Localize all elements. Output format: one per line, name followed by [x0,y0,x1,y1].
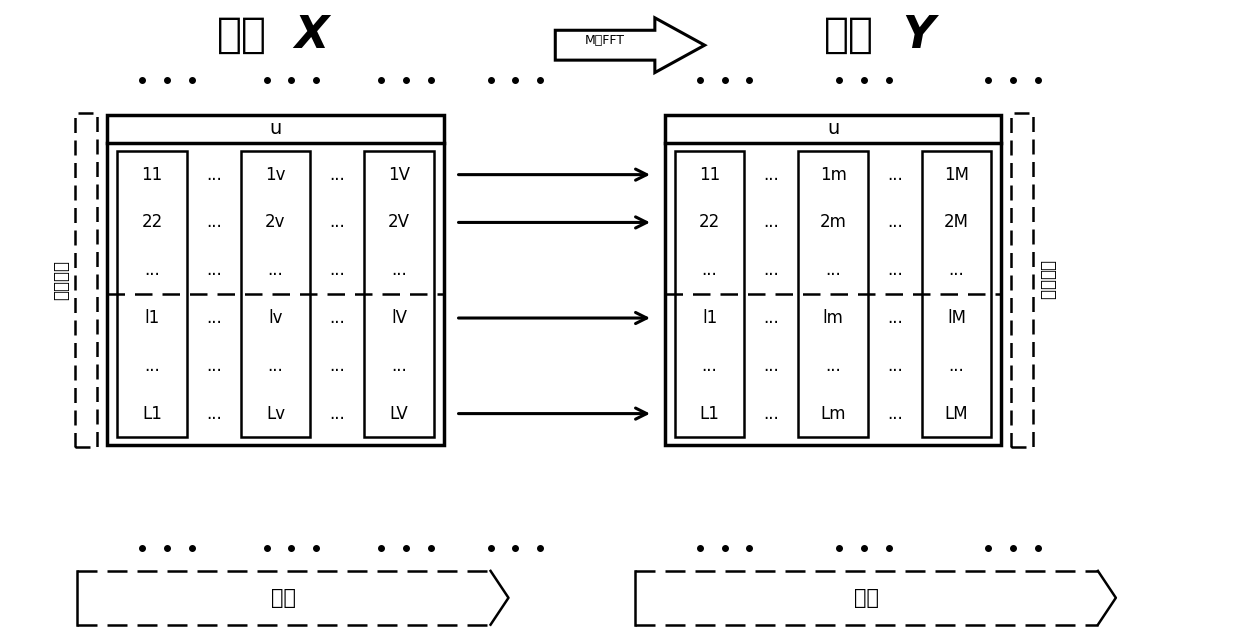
Text: ...: ... [949,261,965,279]
Text: 11: 11 [699,166,720,184]
Text: ...: ... [330,309,345,327]
Text: ...: ... [764,261,779,279]
Text: lm: lm [822,309,843,327]
Bar [117,151,187,437]
Text: ...: ... [825,357,841,375]
Text: ...: ... [702,261,718,279]
Text: 2M: 2M [944,213,968,231]
Text: ...: ... [391,261,407,279]
Text: u: u [827,119,839,138]
Text: Lm: Lm [821,404,846,422]
Polygon shape [556,18,704,73]
Text: 时间: 时间 [272,588,296,608]
Bar [241,151,310,437]
Text: ...: ... [206,166,222,184]
Text: l1: l1 [702,309,717,327]
Text: ...: ... [887,309,903,327]
Text: 1M: 1M [944,166,968,184]
Text: 1V: 1V [388,166,410,184]
Text: ...: ... [330,166,345,184]
Text: ...: ... [206,357,222,375]
Text: ...: ... [702,357,718,375]
Bar [107,115,444,446]
Text: lM: lM [947,309,966,327]
Text: X: X [294,14,329,57]
Text: ...: ... [764,166,779,184]
Text: ...: ... [144,357,160,375]
Text: 频率: 频率 [854,588,879,608]
Text: 1v: 1v [265,166,285,184]
Text: 伪码相位: 伪码相位 [1038,260,1056,300]
Text: LM: LM [945,404,968,422]
Text: l1: l1 [144,309,160,327]
Text: ...: ... [144,261,160,279]
Text: 2m: 2m [820,213,847,231]
Bar [76,113,97,448]
Bar [799,151,868,437]
Text: 矩阵: 矩阵 [825,14,874,56]
Text: ...: ... [330,357,345,375]
Text: LV: LV [389,404,408,422]
Text: M点FFT: M点FFT [585,33,625,47]
Text: ...: ... [949,357,965,375]
Bar [1012,113,1033,448]
Text: ...: ... [391,357,407,375]
Text: ...: ... [764,309,779,327]
Text: ...: ... [887,357,903,375]
Text: 22: 22 [699,213,720,231]
Text: ...: ... [206,261,222,279]
Text: 矩阵: 矩阵 [217,14,267,56]
Text: 2v: 2v [265,213,285,231]
Text: ...: ... [764,213,779,231]
Bar [665,115,1002,446]
Text: ...: ... [764,357,779,375]
Text: ...: ... [268,261,284,279]
Text: ...: ... [887,261,903,279]
Text: 22: 22 [141,213,162,231]
Text: L1: L1 [143,404,162,422]
Text: ...: ... [330,213,345,231]
Text: ...: ... [206,213,222,231]
Text: ...: ... [825,261,841,279]
Text: u: u [269,119,281,138]
Text: ...: ... [330,261,345,279]
Text: ...: ... [887,404,903,422]
Text: 1m: 1m [820,166,847,184]
Text: ...: ... [268,357,284,375]
Text: 2V: 2V [388,213,410,231]
Text: L1: L1 [699,404,719,422]
Bar [675,151,744,437]
Bar [365,151,434,437]
Bar [921,151,992,437]
Text: ...: ... [887,166,903,184]
Text: ...: ... [330,404,345,422]
Text: ...: ... [887,213,903,231]
Text: ...: ... [206,404,222,422]
Text: ...: ... [206,309,222,327]
Text: 伪码相位: 伪码相位 [52,260,71,300]
Text: 11: 11 [141,166,162,184]
Text: Y: Y [903,14,935,57]
Text: lV: lV [391,309,407,327]
Text: ...: ... [764,404,779,422]
Text: Lv: Lv [265,404,285,422]
Text: lv: lv [268,309,283,327]
